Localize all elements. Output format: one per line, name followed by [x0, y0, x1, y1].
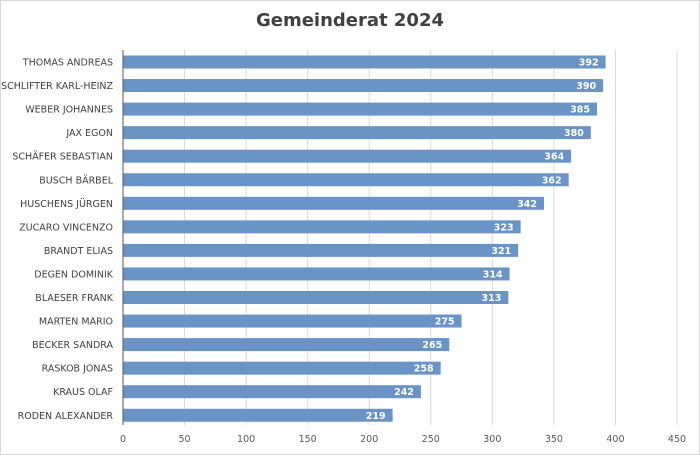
category-label: KRAUS OLAF [53, 387, 113, 398]
bar [123, 408, 393, 422]
chart-title: Gemeinderat 2024 [255, 10, 444, 31]
x-tick-label: 100 [237, 434, 255, 445]
category-label: HUSCHENS JÜRGEN [20, 199, 113, 210]
category-label: SCHÄFER SEBASTIAN [12, 152, 113, 163]
bar [123, 338, 450, 352]
bar [123, 55, 606, 69]
bar [123, 149, 572, 163]
x-tick-label: 400 [606, 434, 624, 445]
x-tick-label: 250 [422, 434, 440, 445]
x-tick-label: 50 [179, 434, 191, 445]
category-label: MARTEN MARIO [39, 317, 113, 328]
x-tick-label: 300 [483, 434, 501, 445]
category-label: RASKOB JONAS [42, 364, 113, 375]
category-label: ZUCARO VINCENZO [19, 222, 113, 233]
labels: 0 50 100 150 200 250 300 350 400 450 THOMAS ANDREA… [1, 58, 686, 446]
x-tick-label: 350 [545, 434, 563, 445]
bar [123, 79, 604, 93]
data-label: 219 [366, 411, 386, 422]
data-label: 362 [542, 175, 562, 186]
bar [123, 314, 462, 328]
category-label: WEBER JOHANNES [25, 105, 113, 116]
bar [123, 126, 591, 140]
bars [123, 55, 606, 422]
data-label: 314 [483, 269, 503, 280]
data-label: 258 [414, 364, 434, 375]
bar [123, 173, 569, 187]
category-label: JAX EGON [65, 128, 113, 139]
category-label: THOMAS ANDREAS [22, 58, 113, 69]
data-label: 392 [579, 58, 599, 69]
category-label: BUSCH BÄRBEL [39, 175, 113, 186]
data-label: 275 [435, 317, 455, 328]
data-label: 385 [570, 105, 590, 116]
category-label: SCHLIFTER KARL-HEINZ [1, 81, 113, 92]
bar [123, 102, 597, 116]
data-label: 342 [517, 199, 537, 210]
data-label: 242 [394, 387, 414, 398]
x-tick-label: 150 [299, 434, 317, 445]
bar [123, 243, 519, 257]
bar [123, 385, 421, 399]
data-label: 265 [422, 340, 442, 351]
bar [123, 196, 545, 210]
bar [123, 361, 441, 375]
category-label: DEGEN DOMINIK [34, 269, 114, 280]
x-tick-label: 200 [360, 434, 378, 445]
bar [123, 267, 510, 281]
bar [123, 291, 509, 304]
data-label: 390 [576, 81, 596, 92]
category-label: RODEN ALEXANDER [18, 411, 114, 422]
category-label: BRANDT ELIAS [44, 246, 113, 257]
data-label: 321 [491, 246, 511, 257]
x-tick-label: 450 [668, 434, 686, 445]
category-label: BECKER SANDRA [32, 340, 113, 351]
bar [123, 220, 521, 234]
data-label: 313 [481, 293, 501, 304]
data-label: 364 [544, 152, 564, 163]
data-label: 380 [564, 128, 584, 139]
data-label: 323 [494, 222, 514, 233]
category-label: BLAESER FRANK [35, 293, 113, 304]
x-tick-label: 0 [120, 434, 126, 445]
